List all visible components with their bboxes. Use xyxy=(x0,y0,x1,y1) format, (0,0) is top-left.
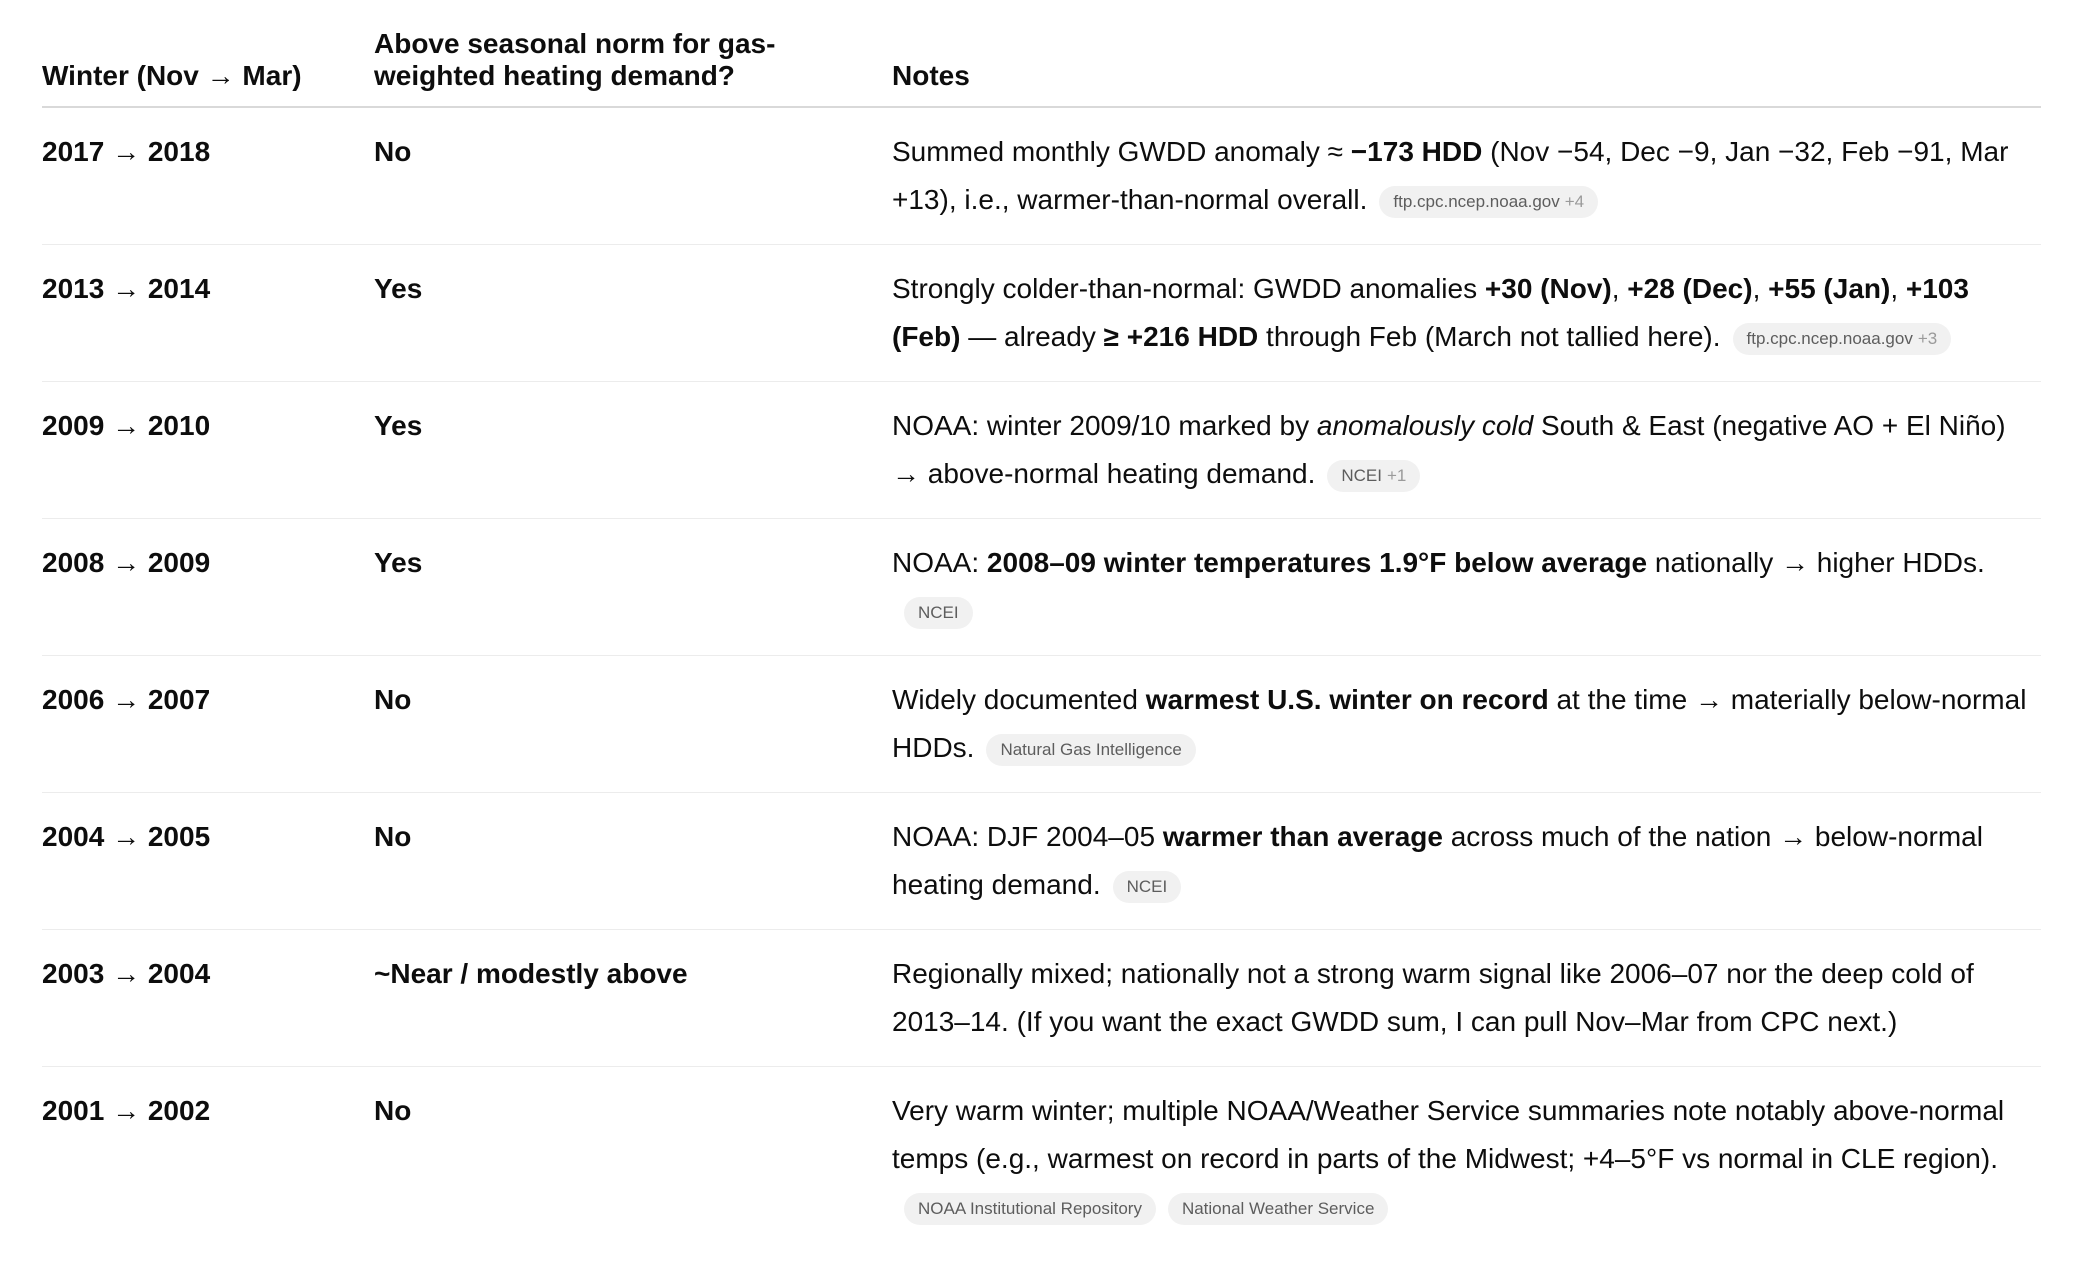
notes-bold-text: +103 (Feb) xyxy=(892,273,1969,352)
winter-cell: 2006 → 2007 xyxy=(42,655,374,793)
notes-text: Widely documented xyxy=(892,684,1146,715)
source-name: NOAA Institutional Repository xyxy=(918,1199,1142,1218)
table-row: 2001 → 2002 No Very warm winter; multiple … xyxy=(42,1067,2041,1252)
answer-cell: No xyxy=(374,655,892,793)
answer-cell: Yes xyxy=(374,518,892,656)
notes-cell: Summed monthly GWDD anomaly ≈ −173 HDD (… xyxy=(892,107,2041,245)
notes-text: (Nov −54, Dec −9, Jan −32, Feb −91, Mar … xyxy=(892,136,2009,215)
notes-bold-text: +28 (Dec) xyxy=(1627,273,1753,304)
source-chip[interactable]: Natural Gas Intelligence xyxy=(986,734,1196,766)
answer-cell: ~Near / modestly above xyxy=(374,929,892,1067)
answer-cell: Yes xyxy=(374,381,892,519)
notes-text: , xyxy=(1890,273,1906,304)
source-name: Natural Gas Intelligence xyxy=(1000,740,1182,759)
notes-cell: Regionally mixed; nationally not a stron… xyxy=(892,929,2041,1067)
winter-cell: 2008 → 2009 xyxy=(42,518,374,656)
winter-cell: 2001 → 2002 xyxy=(42,1095,211,1126)
source-name: NCEI xyxy=(1126,877,1168,896)
source-name: ftp.cpc.ncep.noaa.gov xyxy=(1746,329,1913,348)
answer-cell: No xyxy=(374,107,892,245)
notes-cell: Very warm winter; multiple NOAA/Weather … xyxy=(892,1067,2041,1252)
notes-bold-text: −173 HDD xyxy=(1350,136,1483,167)
source-more-count: +1 xyxy=(1387,466,1407,485)
winter-cell: 2013 → 2014 xyxy=(42,244,374,382)
notes-text: Summed monthly GWDD anomaly ≈ xyxy=(892,136,1351,167)
notes-bold-text: +55 (Jan) xyxy=(1768,273,1891,304)
answer-cell: No xyxy=(374,1095,412,1126)
winter-cell: 2017 → 2018 xyxy=(42,107,374,245)
source-name: NCEI xyxy=(918,603,959,622)
notes-bold-text: warmer than average xyxy=(1162,821,1443,852)
notes-text: at the time → materially below-normal HD… xyxy=(892,684,2027,763)
header-above-norm: Above seasonal norm for gas-weighted hea… xyxy=(374,20,892,108)
source-chip[interactable]: ftp.cpc.ncep.noaa.gov +3 xyxy=(1732,323,1952,355)
notes-cell: NOAA: DJF 2004–05 warmer than average ac… xyxy=(892,792,2041,930)
notes-text: , xyxy=(1752,273,1769,304)
header-row: Winter (Nov → Mar) Above seasonal norm f… xyxy=(42,20,2041,108)
source-name: NCEI xyxy=(1341,466,1382,485)
winter-heating-table: Winter (Nov → Mar) Above seasonal norm f… xyxy=(42,20,2041,1251)
table-row: 2017 → 2018 No Summed monthly GWDD anomaly… xyxy=(42,107,2041,245)
notes-italic-text: anomalously cold xyxy=(1316,410,1534,441)
source-name: National Weather Service xyxy=(1181,1199,1375,1218)
source-chip[interactable]: NOAA Institutional Repository xyxy=(904,1193,1156,1225)
answer-cell: Yes xyxy=(374,244,892,382)
source-name: ftp.cpc.ncep.noaa.gov xyxy=(1393,192,1560,211)
notes-bold-text: 2008–09 winter temperatures 1.9°F below … xyxy=(986,547,1648,578)
header-winter: Winter (Nov → Mar) xyxy=(42,20,374,108)
notes-text: NOAA: DJF 2004–05 xyxy=(892,821,1163,852)
table-row: 2008 → 2009 Yes NOAA: 2008–09 winter tempe… xyxy=(42,518,2041,656)
notes-text: through Feb (March not tallied here). xyxy=(1258,321,1721,352)
answer-cell: No xyxy=(374,792,892,930)
notes-cell: Widely documented warmest U.S. winter on… xyxy=(892,655,2041,793)
notes-text: Regionally mixed; nationally not a stron… xyxy=(892,958,1974,1037)
notes-text: Strongly colder-than-normal: GWDD anomal… xyxy=(892,273,1485,304)
winter-cell: 2004 → 2005 xyxy=(42,792,374,930)
table-row: 2013 → 2014 Yes Strongly colder-than-norma… xyxy=(42,244,2041,382)
notes-text: across much of the nation → below-normal… xyxy=(892,821,1983,900)
notes-text: , xyxy=(1611,273,1628,304)
notes-text: — already xyxy=(960,321,1104,352)
notes-bold-text: +30 (Nov) xyxy=(1484,273,1612,304)
source-chip[interactable]: NCEI xyxy=(904,597,973,629)
notes-text: nationally → higher HDDs. xyxy=(1647,547,1985,578)
notes-text: NOAA: xyxy=(892,547,987,578)
notes-text: South & East (negative AO + El Niño) → a… xyxy=(892,410,2006,489)
header-notes: Notes xyxy=(892,20,2041,108)
winter-cell: 2003 → 2004 xyxy=(42,929,374,1067)
table-row: 2006 → 2007 No Widely documented warmest U… xyxy=(42,655,2041,793)
notes-bold-text: warmest U.S. winter on record xyxy=(1145,684,1549,715)
notes-text: Very warm winter; multiple NOAA/Weather … xyxy=(892,1095,2005,1174)
source-chip[interactable]: National Weather Service xyxy=(1167,1193,1389,1225)
source-chip[interactable]: NCEI xyxy=(1112,871,1182,903)
table-row: 2009 → 2010 Yes NOAA: winter 2009/10 marke… xyxy=(42,381,2041,519)
table-row: 2003 → 2004 ~Near / modestly above Regiona… xyxy=(42,929,2041,1067)
source-chip[interactable]: NCEI +1 xyxy=(1327,460,1421,492)
notes-text: NOAA: winter 2009/10 marked by xyxy=(892,410,1317,441)
notes-cell: NOAA: winter 2009/10 marked by anomalous… xyxy=(892,381,2041,519)
notes-bold-text: ≥ +216 HDD xyxy=(1103,321,1259,352)
notes-cell: NOAA: 2008–09 winter temperatures 1.9°F … xyxy=(892,518,2041,656)
table-row: 2004 → 2005 No NOAA: DJF 2004–05 warmer th… xyxy=(42,792,2041,930)
winter-cell: 2009 → 2010 xyxy=(42,381,374,519)
source-more-count: +4 xyxy=(1564,192,1585,211)
notes-cell: Strongly colder-than-normal: GWDD anomal… xyxy=(892,244,2041,382)
source-more-count: +3 xyxy=(1917,329,1938,348)
source-chip[interactable]: ftp.cpc.ncep.noaa.gov +4 xyxy=(1379,186,1599,218)
